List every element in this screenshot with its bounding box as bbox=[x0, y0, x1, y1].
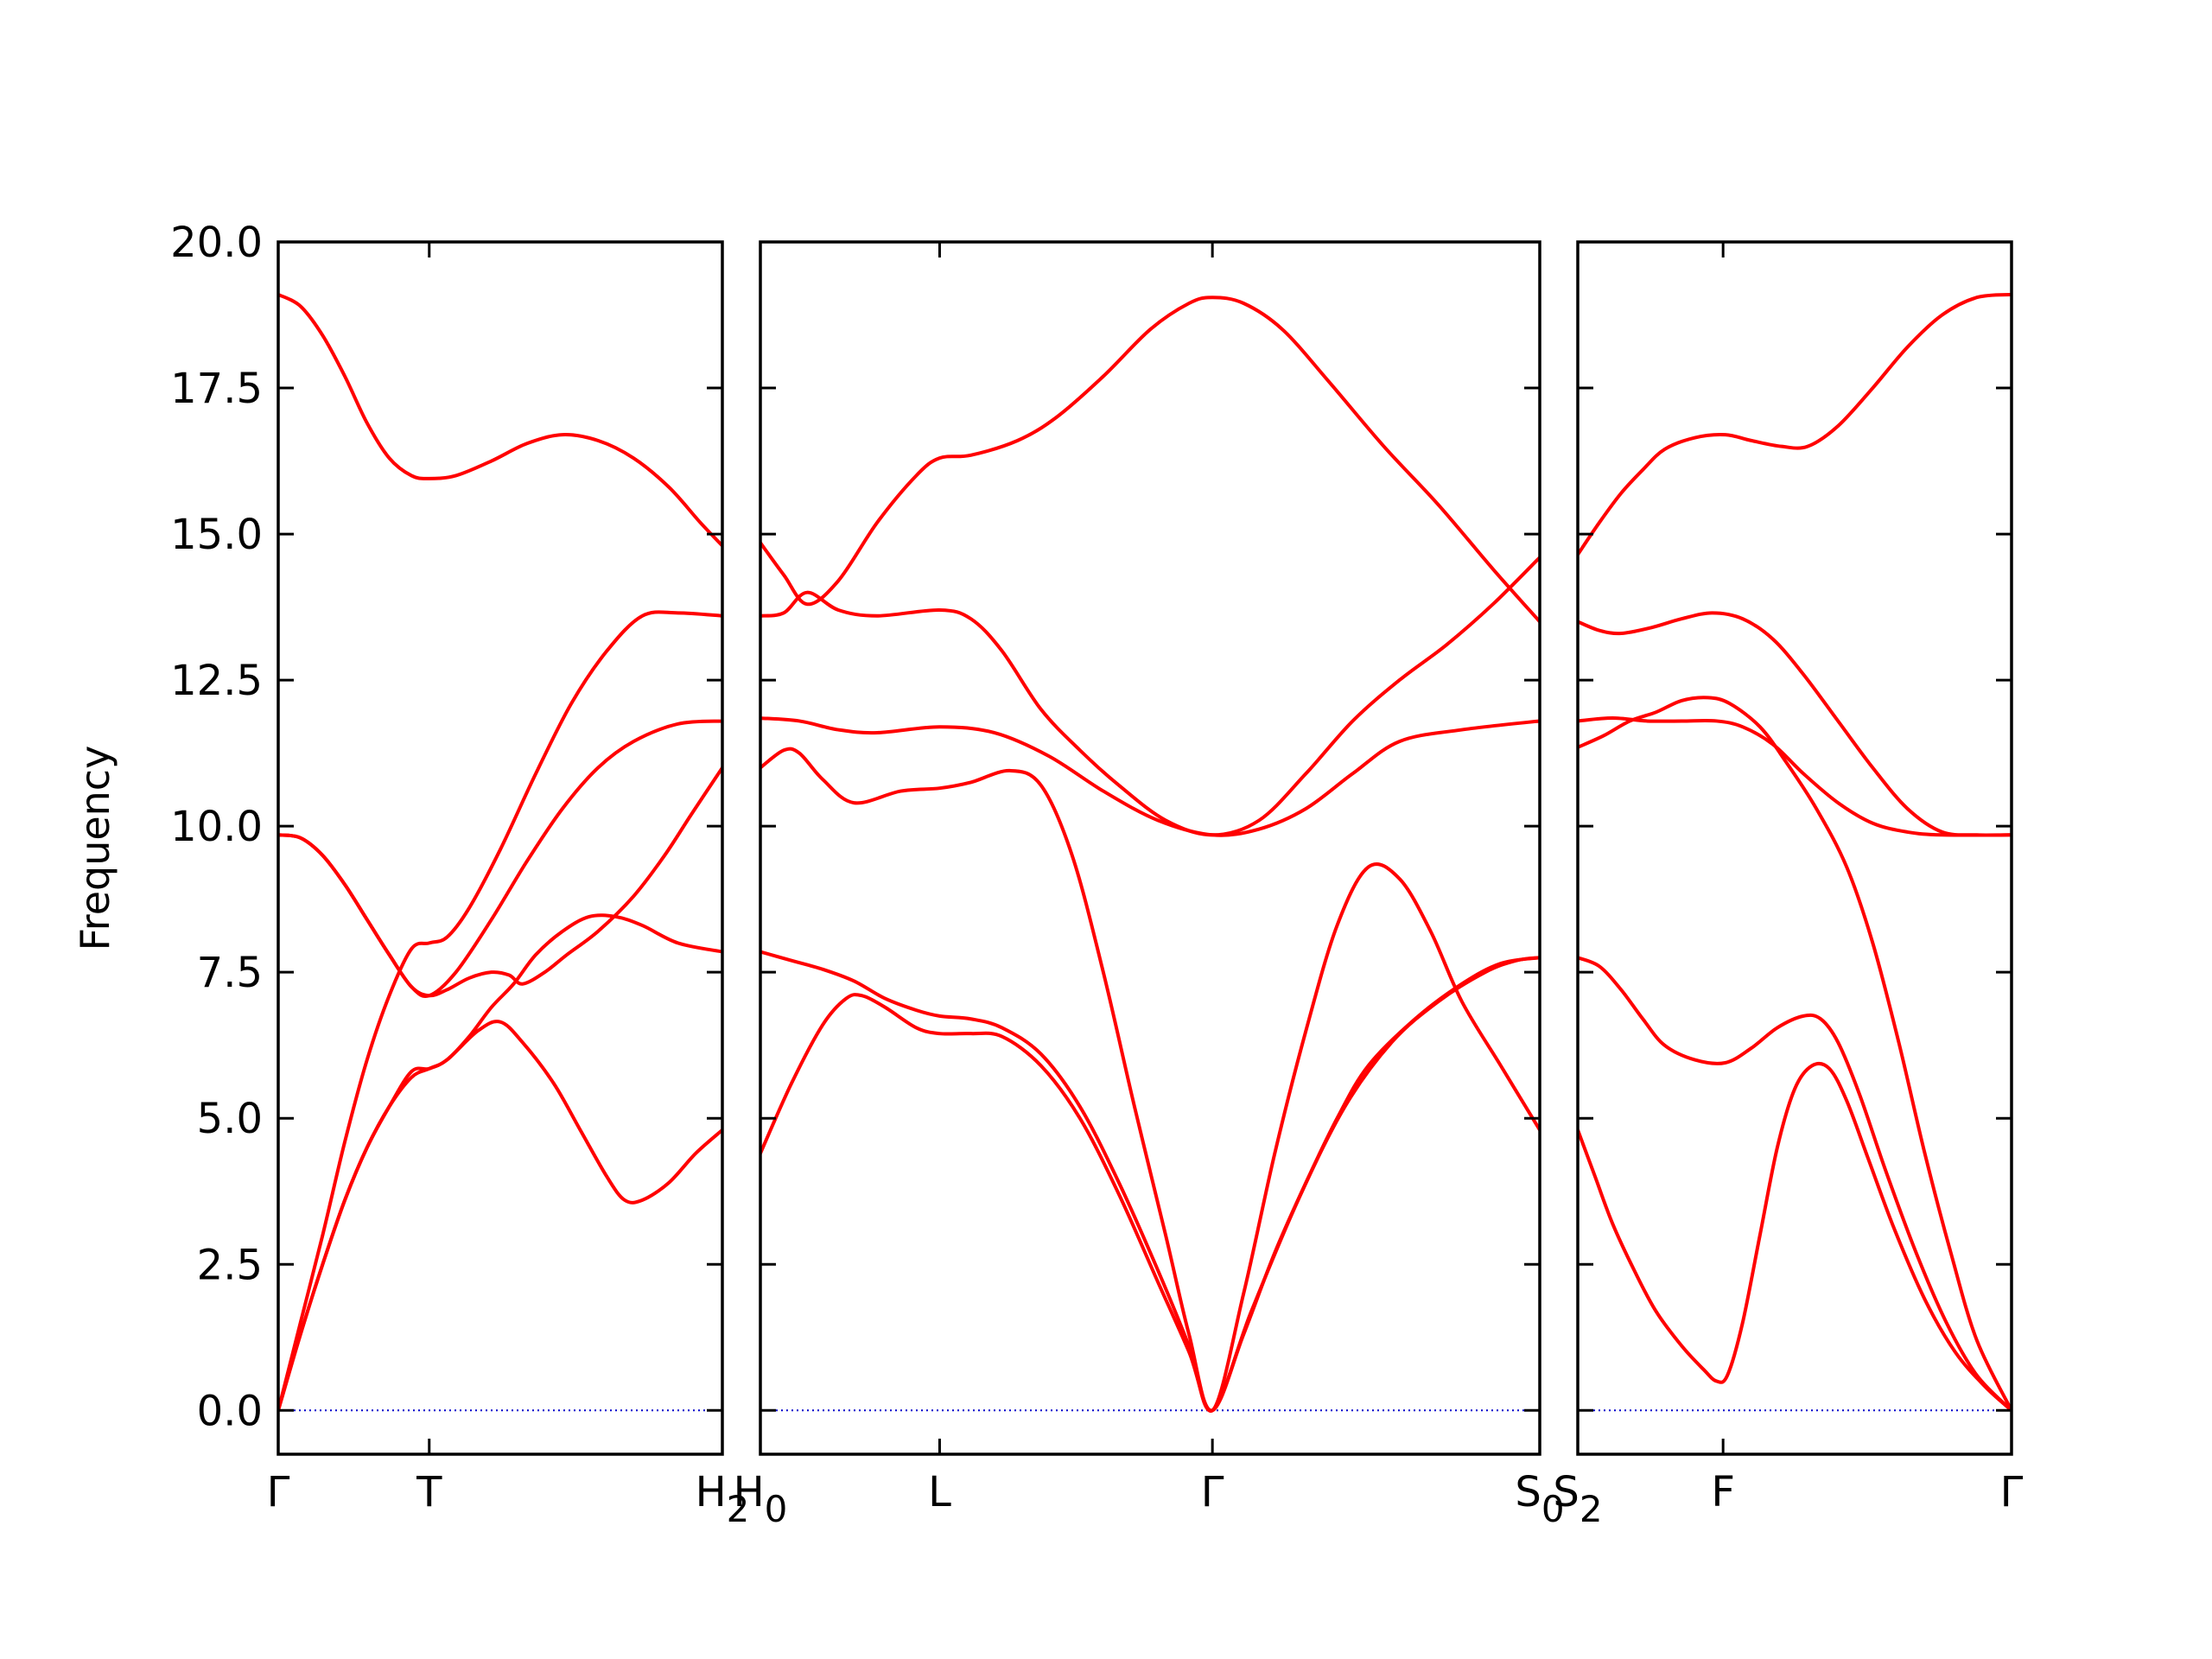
panel-frame bbox=[276, 240, 724, 1456]
band-line-3 bbox=[760, 716, 1540, 837]
y-tick-label: 17.5 bbox=[170, 365, 263, 413]
x-tick-label-subscript: 2 bbox=[727, 1488, 750, 1530]
bands bbox=[278, 292, 722, 1413]
band-line-5 bbox=[760, 950, 1540, 1413]
y-axis-label-group: Frequency bbox=[72, 746, 118, 951]
y-tick-label: 12.5 bbox=[170, 657, 263, 705]
band-line-4 bbox=[1578, 696, 2012, 1413]
panel-2: H0 L Γ S0 bbox=[734, 240, 1565, 1530]
y-tick-label: 5.0 bbox=[197, 1095, 263, 1143]
band-line-2 bbox=[760, 556, 1540, 837]
y-tick-label: 2.5 bbox=[197, 1241, 263, 1289]
bands bbox=[760, 296, 1540, 1413]
y-tick-label: 0.0 bbox=[197, 1387, 263, 1435]
x-tick-label: Γ bbox=[2000, 1468, 2024, 1516]
y-tick-label: 7.5 bbox=[197, 949, 263, 997]
band-line-6 bbox=[278, 719, 722, 998]
band-line-1 bbox=[1578, 292, 2012, 556]
band-line-6 bbox=[1578, 1061, 2012, 1413]
band-line-2 bbox=[1578, 611, 2012, 837]
band-line-4 bbox=[278, 913, 722, 1413]
band-line-3 bbox=[278, 610, 722, 1413]
panel-frame bbox=[759, 240, 1541, 1456]
band-line-5 bbox=[278, 1020, 722, 1413]
bands bbox=[1578, 292, 2012, 1413]
panel-1: 0.02.55.07.510.012.515.017.520.0Γ T H2 bbox=[170, 219, 749, 1530]
band-line-5 bbox=[1578, 956, 2012, 1413]
x-tick-label: F bbox=[1711, 1468, 1735, 1516]
panel-frame bbox=[1576, 240, 2013, 1456]
band-line-1 bbox=[278, 292, 722, 548]
panel-3: S2 F Γ bbox=[1553, 240, 2024, 1530]
x-tick-label: L bbox=[928, 1468, 951, 1516]
band-line-6 bbox=[760, 956, 1540, 1413]
x-tick-label: T bbox=[416, 1468, 442, 1516]
x-tick-label: Γ bbox=[1201, 1468, 1224, 1516]
y-tick-label: 15.0 bbox=[170, 511, 263, 559]
y-axis-label: Frequency bbox=[72, 746, 118, 951]
y-tick-label: 10.0 bbox=[170, 803, 263, 851]
x-tick-label-subscript: 2 bbox=[1580, 1488, 1603, 1530]
band-line-4 bbox=[760, 747, 1540, 1413]
band-line-1 bbox=[760, 296, 1540, 624]
x-tick-label-subscript: 0 bbox=[1541, 1488, 1565, 1530]
x-tick-label-subscript: 0 bbox=[765, 1488, 788, 1530]
y-tick-label: 20.0 bbox=[170, 219, 263, 267]
x-tick-label: Γ bbox=[267, 1468, 290, 1516]
